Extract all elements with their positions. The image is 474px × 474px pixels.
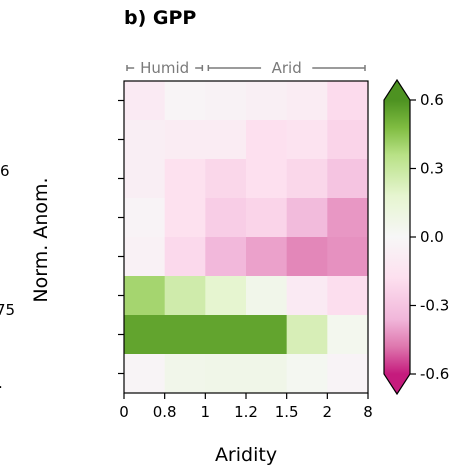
heatmap-cell bbox=[246, 81, 288, 121]
heatmap-cell bbox=[205, 276, 247, 316]
heatmap-cell bbox=[164, 81, 206, 121]
heatmap-cell bbox=[327, 120, 369, 160]
heatmap-cell bbox=[286, 120, 328, 160]
heatmap-cell bbox=[286, 81, 328, 121]
colorbar-tick-label: 0.6 bbox=[420, 91, 444, 109]
heatmap-cell bbox=[327, 159, 369, 199]
x-ticks: 0 0.8 1 1.2 1.5 2 8 bbox=[119, 393, 373, 421]
x-tick-label: 1.5 bbox=[275, 403, 299, 421]
heatmap-cell bbox=[327, 81, 369, 121]
heatmap-cell bbox=[124, 237, 166, 277]
x-tick-label: 1.2 bbox=[234, 403, 258, 421]
x-tick-label: 0 bbox=[119, 403, 129, 421]
heatmap-cell bbox=[164, 120, 206, 160]
heatmap-cell bbox=[205, 159, 247, 199]
heatmap-cell bbox=[124, 315, 166, 355]
heatmap-cell bbox=[327, 354, 369, 394]
chart-title: b) GPP bbox=[124, 7, 196, 29]
x-tick-label: 8 bbox=[363, 403, 373, 421]
heatmap-cell bbox=[286, 159, 328, 199]
heatmap-cell bbox=[205, 120, 247, 160]
heatmap-cell bbox=[246, 198, 288, 238]
x-axis-label: Aridity bbox=[215, 444, 277, 466]
heatmap-cell bbox=[205, 354, 247, 394]
x-tick-label: 1 bbox=[201, 403, 211, 421]
heatmap-cell bbox=[205, 237, 247, 277]
heatmap-cell bbox=[246, 315, 288, 355]
heatmap-cell bbox=[286, 354, 328, 394]
heatmap-cell bbox=[205, 315, 247, 355]
heatmap-cell bbox=[246, 276, 288, 316]
heatmap-cell bbox=[286, 276, 328, 316]
heatmap-cell bbox=[205, 198, 247, 238]
partial-tick-label: 6 bbox=[0, 162, 10, 180]
heatmap-cell bbox=[164, 354, 206, 394]
heatmap-cells bbox=[124, 81, 369, 394]
aridity-bands: Humid Arid bbox=[126, 59, 366, 77]
left-partial-labels: 6 75. bbox=[0, 162, 15, 392]
heatmap-cell bbox=[124, 354, 166, 394]
heatmap-cell bbox=[327, 315, 369, 355]
heatmap-cell bbox=[124, 120, 166, 160]
x-tick-label: 0.8 bbox=[153, 403, 177, 421]
heatmap-cell bbox=[124, 198, 166, 238]
colorbar-extend-min bbox=[384, 374, 410, 394]
colorbar-ticks: 0.6 0.3 0.0 -0.3 -0.6 bbox=[410, 91, 449, 383]
heatmap-cell bbox=[327, 198, 369, 238]
colorbar-tick-label: 0.3 bbox=[420, 160, 444, 178]
y-axis-label: Norm. Anom. bbox=[30, 177, 52, 302]
heatmap-cell bbox=[124, 81, 166, 121]
heatmap-cell bbox=[164, 315, 206, 355]
heatmap-cell bbox=[327, 276, 369, 316]
heatmap-cell bbox=[286, 198, 328, 238]
heatmap-cell bbox=[246, 120, 288, 160]
heatmap-cell bbox=[286, 237, 328, 277]
colorbar-extend-max bbox=[384, 80, 410, 100]
heatmap-cell bbox=[246, 159, 288, 199]
partial-tick-label: 75 bbox=[0, 301, 15, 319]
colorbar-tick-label: 0.0 bbox=[420, 228, 444, 246]
colorbar-tick-label: -0.6 bbox=[420, 365, 449, 383]
heatmap-cell bbox=[286, 315, 328, 355]
heatmap-cell bbox=[164, 198, 206, 238]
heatmap-cell bbox=[246, 354, 288, 394]
colorbar-gradient bbox=[384, 100, 410, 374]
colorbar-tick-label: -0.3 bbox=[420, 297, 449, 315]
y-ticks bbox=[118, 99, 124, 375]
heatmap-cell bbox=[164, 237, 206, 277]
heatmap-cell bbox=[124, 159, 166, 199]
heatmap-cell bbox=[164, 276, 206, 316]
band-label: Arid bbox=[272, 59, 302, 77]
heatmap-cell bbox=[246, 237, 288, 277]
heatmap-cell bbox=[124, 276, 166, 316]
heatmap-cell bbox=[205, 81, 247, 121]
band-label: Humid bbox=[140, 59, 189, 77]
partial-tick-label: . bbox=[0, 374, 3, 392]
heatmap-cell bbox=[164, 159, 206, 199]
colorbar bbox=[383, 78, 411, 396]
x-tick-label: 2 bbox=[323, 403, 333, 421]
heatmap-cell bbox=[327, 237, 369, 277]
